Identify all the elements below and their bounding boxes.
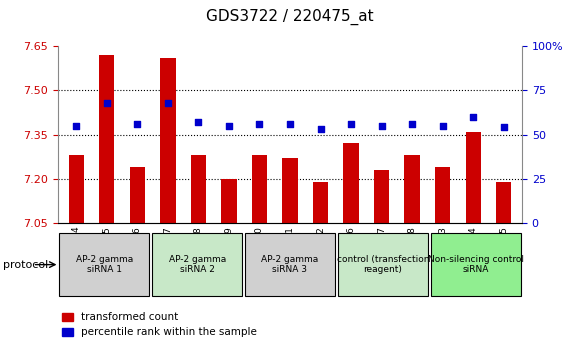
- Bar: [252, 155, 267, 223]
- Text: protocol: protocol: [3, 259, 48, 270]
- Legend: transformed count, percentile rank within the sample: transformed count, percentile rank withi…: [58, 308, 261, 342]
- Point: [377, 123, 386, 129]
- Point: [224, 123, 234, 129]
- FancyBboxPatch shape: [152, 233, 242, 296]
- Bar: [496, 182, 512, 223]
- Bar: [282, 158, 298, 223]
- Bar: [68, 155, 84, 223]
- Bar: [191, 155, 206, 223]
- Bar: [313, 182, 328, 223]
- Bar: [466, 132, 481, 223]
- Bar: [130, 167, 145, 223]
- FancyBboxPatch shape: [245, 233, 335, 296]
- Bar: [99, 55, 114, 223]
- Point: [499, 125, 508, 130]
- Bar: [160, 58, 176, 223]
- Bar: [435, 167, 450, 223]
- Text: AP-2 gamma
siRNA 2: AP-2 gamma siRNA 2: [169, 255, 226, 274]
- Point: [438, 123, 447, 129]
- Bar: [404, 155, 420, 223]
- Text: control (transfection
reagent): control (transfection reagent): [336, 255, 429, 274]
- FancyBboxPatch shape: [430, 233, 521, 296]
- Bar: [222, 179, 237, 223]
- Point: [346, 121, 356, 127]
- Bar: [374, 170, 389, 223]
- Point: [285, 121, 295, 127]
- Point: [316, 126, 325, 132]
- Text: GDS3722 / 220475_at: GDS3722 / 220475_at: [206, 9, 374, 25]
- Point: [194, 119, 203, 125]
- Point: [102, 100, 111, 105]
- Text: AP-2 gamma
siRNA 1: AP-2 gamma siRNA 1: [76, 255, 133, 274]
- Point: [72, 123, 81, 129]
- Point: [469, 114, 478, 120]
- Text: Non-silencing control
siRNA: Non-silencing control siRNA: [427, 255, 524, 274]
- Text: AP-2 gamma
siRNA 3: AP-2 gamma siRNA 3: [262, 255, 318, 274]
- Point: [163, 100, 172, 105]
- Point: [133, 121, 142, 127]
- Point: [255, 121, 264, 127]
- FancyBboxPatch shape: [59, 233, 150, 296]
- FancyBboxPatch shape: [338, 233, 428, 296]
- Point: [408, 121, 417, 127]
- Bar: [343, 143, 358, 223]
